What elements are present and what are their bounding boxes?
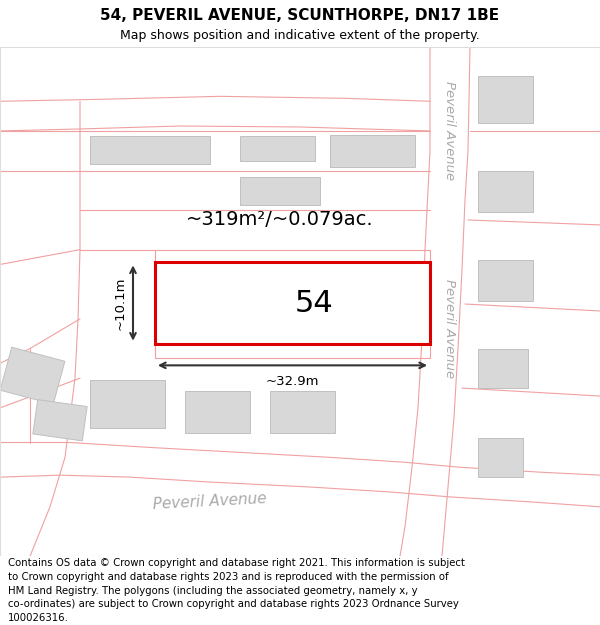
Text: ~319m²/~0.079ac.: ~319m²/~0.079ac.	[186, 211, 374, 229]
Bar	[230, 281, 320, 331]
Text: Map shows position and indicative extent of the property.: Map shows position and indicative extent…	[120, 29, 480, 42]
Text: ~32.9m: ~32.9m	[266, 375, 319, 388]
Bar	[0, 348, 65, 404]
Bar	[478, 259, 533, 301]
Text: Peveril Avenue: Peveril Avenue	[152, 491, 268, 512]
Bar	[478, 438, 523, 477]
Bar	[270, 391, 335, 432]
Text: Peveril Avenue: Peveril Avenue	[443, 279, 457, 378]
Bar	[155, 262, 430, 344]
Bar	[330, 135, 415, 166]
Bar	[240, 136, 315, 161]
Text: Peveril Avenue: Peveril Avenue	[443, 81, 457, 181]
Bar	[478, 171, 533, 212]
Bar	[478, 349, 528, 388]
Text: Contains OS data © Crown copyright and database right 2021. This information is : Contains OS data © Crown copyright and d…	[8, 558, 465, 622]
Bar	[478, 76, 533, 123]
Text: 54, PEVERIL AVENUE, SCUNTHORPE, DN17 1BE: 54, PEVERIL AVENUE, SCUNTHORPE, DN17 1BE	[100, 8, 500, 23]
Bar	[90, 380, 165, 428]
Bar	[240, 177, 320, 205]
Text: 54: 54	[295, 289, 334, 318]
Bar	[185, 391, 250, 432]
Bar	[90, 136, 210, 164]
Text: ~10.1m: ~10.1m	[114, 276, 127, 330]
Bar	[33, 399, 87, 441]
